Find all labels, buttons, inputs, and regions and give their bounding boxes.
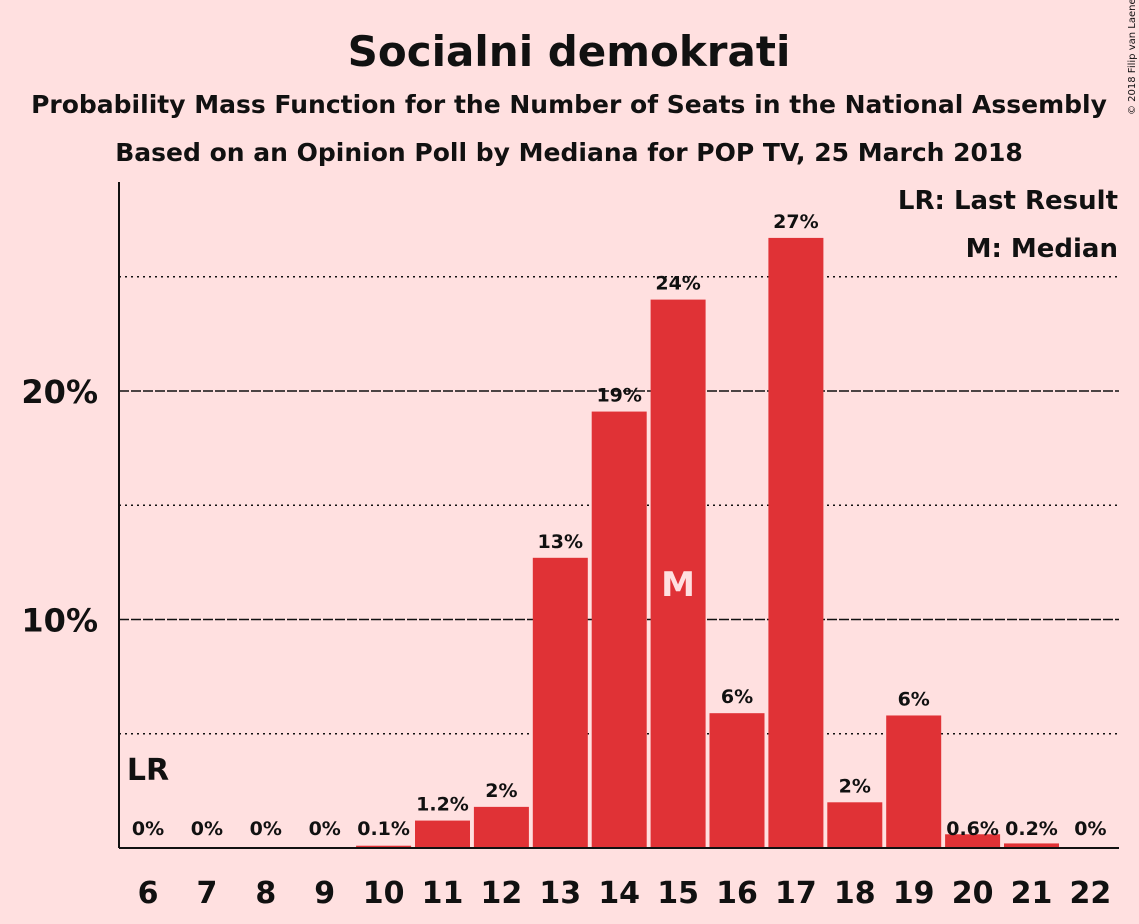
bar xyxy=(473,806,529,848)
x-tick-label: 10 xyxy=(363,876,405,911)
bar xyxy=(827,802,883,848)
legend-median: M: Median xyxy=(966,234,1118,264)
y-tick-label: 10% xyxy=(21,602,98,640)
x-tick-label: 9 xyxy=(314,876,335,911)
x-tick-label: 7 xyxy=(196,876,217,911)
bars xyxy=(356,237,1059,849)
chart-subtitle-2: Based on an Opinion Poll by Mediana for … xyxy=(115,138,1022,167)
bar-value-label: 0% xyxy=(1074,818,1106,840)
bar-value-label: 2% xyxy=(839,775,871,797)
bar-value-label: 0% xyxy=(250,818,282,840)
bar xyxy=(945,834,1001,848)
bar-value-label: 0.6% xyxy=(946,818,999,840)
bar-value-label: 2% xyxy=(485,780,517,802)
bar-value-label: 6% xyxy=(721,686,753,708)
chart-title: Socialni demokrati xyxy=(348,27,791,76)
median-marker: M xyxy=(661,565,695,605)
bar-value-label: 27% xyxy=(773,211,818,233)
x-tick-label: 6 xyxy=(138,876,159,911)
bar-value-label: 1.2% xyxy=(416,794,469,816)
bar xyxy=(650,299,706,849)
bar xyxy=(415,820,470,848)
axes: 10% 20% 6 7 8 9 10 11 12 13 14 15 16 17 18 19 20 21 22 xyxy=(21,182,1119,911)
bar-value-label: 13% xyxy=(538,531,583,553)
x-tick-label: 22 xyxy=(1070,876,1112,911)
bar-value-label: 24% xyxy=(655,273,700,295)
last-result-marker: LR xyxy=(127,753,169,788)
x-tick-label: 14 xyxy=(598,876,640,911)
x-tick-label: 12 xyxy=(481,876,523,911)
bar xyxy=(356,845,412,848)
bar xyxy=(1004,843,1059,848)
bar xyxy=(591,411,647,848)
x-tick-label: 15 xyxy=(657,876,699,911)
x-tick-label: 19 xyxy=(893,876,935,911)
bar-value-label: 0% xyxy=(132,818,164,840)
copyright-notice: © 2018 Filip van Laenen xyxy=(1127,0,1138,115)
bar xyxy=(532,557,588,848)
bar-value-label: 6% xyxy=(898,688,930,710)
x-tick-label: 21 xyxy=(1011,876,1053,911)
x-tick-label: 17 xyxy=(775,876,817,911)
chart-subtitle-1: Probability Mass Function for the Number… xyxy=(31,90,1107,119)
x-tick-label: 16 xyxy=(716,876,758,911)
legend-last-result: LR: Last Result xyxy=(898,186,1118,216)
bar-value-label: 0.2% xyxy=(1005,818,1058,840)
data-labels: 0% LR 0% 0% 0% 0.1% 1.2% 2% 13% 19% 24% M 6% 27% 2% 6% 0… xyxy=(127,211,1107,840)
bar xyxy=(709,713,765,848)
bar-value-label: 0% xyxy=(309,818,341,840)
bar-value-label: 0% xyxy=(191,818,223,840)
bar xyxy=(768,237,824,848)
x-tick-label: 20 xyxy=(952,876,994,911)
x-tick-label: 13 xyxy=(539,876,581,911)
x-tick-label: 8 xyxy=(255,876,276,911)
x-tick-label: 11 xyxy=(422,876,464,911)
bar xyxy=(886,715,942,848)
bar-value-label: 19% xyxy=(596,385,641,407)
y-tick-label: 20% xyxy=(21,373,98,411)
x-tick-label: 18 xyxy=(834,876,876,911)
bar-value-label: 0.1% xyxy=(357,818,410,840)
